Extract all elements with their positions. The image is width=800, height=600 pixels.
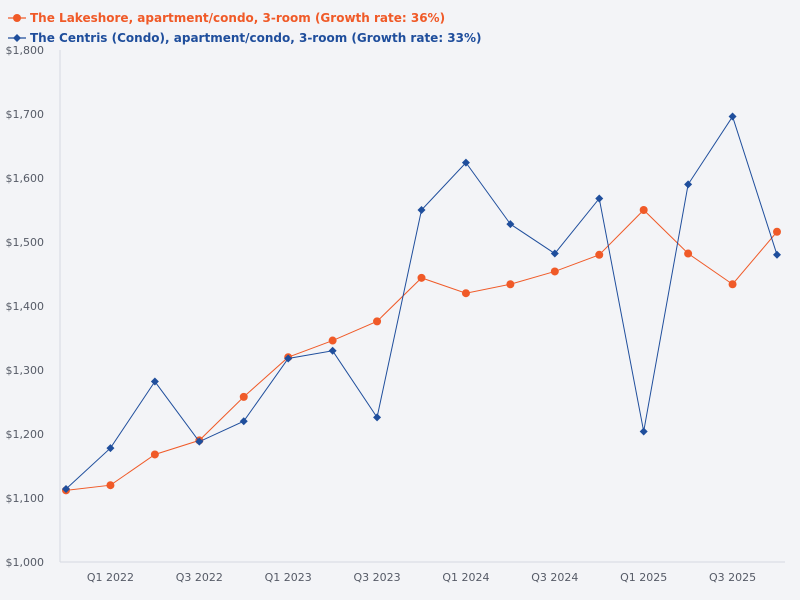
y-tick-label: $1,000 bbox=[6, 556, 45, 569]
legend-label-lakeshore: The Lakeshore, apartment/condo, 3-room (… bbox=[30, 11, 446, 25]
x-tick-label: Q1 2023 bbox=[265, 571, 312, 584]
y-tick-label: $1,200 bbox=[6, 428, 45, 441]
x-tick-label: Q1 2022 bbox=[87, 571, 134, 584]
data-point[interactable] bbox=[417, 206, 426, 214]
x-tick-label: Q3 2023 bbox=[353, 571, 400, 584]
x-tick-label: Q1 2024 bbox=[442, 571, 489, 584]
data-point[interactable] bbox=[373, 413, 382, 422]
y-tick-label: $1,300 bbox=[6, 364, 45, 377]
data-point[interactable] bbox=[284, 354, 293, 363]
data-point[interactable] bbox=[461, 158, 470, 167]
x-tick-label: Q3 2025 bbox=[709, 571, 756, 584]
data-point[interactable] bbox=[150, 450, 159, 459]
series-layer bbox=[62, 112, 781, 495]
data-point[interactable] bbox=[239, 417, 248, 426]
data-point[interactable] bbox=[239, 392, 248, 401]
x-tick-label: Q3 2022 bbox=[176, 571, 223, 584]
series-line bbox=[65, 115, 778, 490]
legend-swatch-diamond-icon bbox=[8, 34, 26, 42]
legend: The Lakeshore, apartment/condo, 3-room (… bbox=[8, 8, 482, 48]
data-point[interactable] bbox=[550, 267, 559, 276]
series-lakeshore bbox=[62, 206, 781, 495]
data-point[interactable] bbox=[506, 280, 515, 289]
data-point[interactable] bbox=[773, 227, 781, 236]
data-point[interactable] bbox=[417, 273, 426, 282]
y-tick-label: $1,400 bbox=[6, 300, 45, 313]
data-point[interactable] bbox=[728, 280, 737, 289]
legend-label-centris: The Centris (Condo), apartment/condo, 3-… bbox=[30, 31, 482, 45]
data-point[interactable] bbox=[106, 481, 115, 490]
y-tick-label: $1,600 bbox=[6, 172, 45, 185]
series-line bbox=[65, 209, 778, 491]
data-point[interactable] bbox=[373, 317, 382, 326]
data-point[interactable] bbox=[595, 250, 604, 259]
legend-item-lakeshore[interactable]: The Lakeshore, apartment/condo, 3-room (… bbox=[8, 8, 482, 28]
data-point[interactable] bbox=[639, 427, 648, 436]
data-point[interactable] bbox=[728, 112, 737, 121]
x-tick-label: Q3 2024 bbox=[531, 571, 578, 584]
data-point[interactable] bbox=[106, 444, 115, 453]
data-point[interactable] bbox=[773, 250, 781, 259]
y-axis: $1,000 $1,100 $1,200 $1,300 $1,400 $1,500 $1,6… bbox=[6, 44, 61, 569]
data-point[interactable] bbox=[150, 377, 159, 386]
y-tick-label: $1,500 bbox=[6, 236, 45, 249]
data-point[interactable] bbox=[195, 437, 204, 446]
data-point[interactable] bbox=[550, 249, 559, 258]
x-axis: Q1 2022 Q3 2022 Q1 2023 Q3 2023 Q1 2024 Q3 20… bbox=[60, 561, 785, 584]
data-point[interactable] bbox=[506, 220, 515, 229]
legend-swatch-circle-icon bbox=[8, 14, 26, 22]
data-point[interactable] bbox=[639, 206, 648, 214]
data-point[interactable] bbox=[684, 180, 693, 189]
data-point[interactable] bbox=[595, 194, 604, 203]
y-tick-label: $1,700 bbox=[6, 108, 45, 121]
data-point[interactable] bbox=[62, 485, 70, 494]
data-point[interactable] bbox=[684, 249, 693, 258]
data-point[interactable] bbox=[328, 346, 337, 355]
y-tick-label: $1,100 bbox=[6, 492, 45, 505]
series-centris bbox=[62, 112, 781, 494]
legend-item-centris[interactable]: The Centris (Condo), apartment/condo, 3-… bbox=[8, 28, 482, 48]
y-tick-label: $1,800 bbox=[6, 44, 45, 57]
data-point[interactable] bbox=[328, 336, 337, 345]
x-tick-label: Q1 2025 bbox=[620, 571, 667, 584]
data-point[interactable] bbox=[461, 289, 470, 298]
